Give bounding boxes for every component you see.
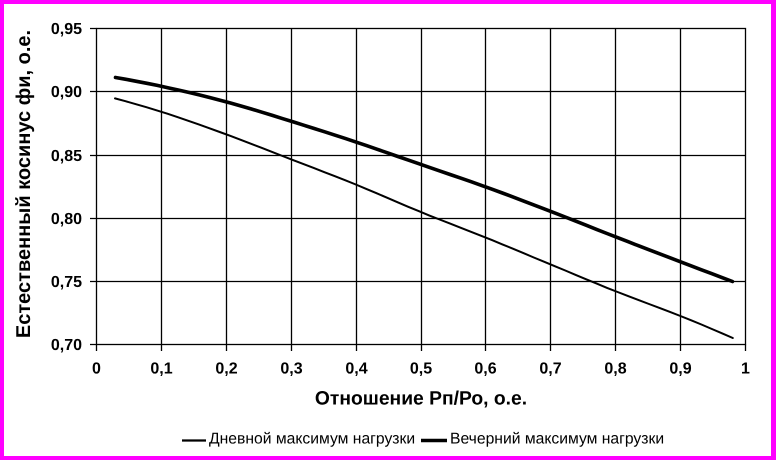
svg-text:0: 0 bbox=[92, 361, 101, 378]
svg-text:1: 1 bbox=[741, 361, 750, 378]
svg-text:0,7: 0,7 bbox=[539, 361, 561, 378]
svg-text:Вечерний максимум нагрузки: Вечерний максимум нагрузки bbox=[450, 431, 664, 448]
svg-text:0,70: 0,70 bbox=[51, 337, 82, 354]
svg-text:Дневной максимум нагрузки: Дневной максимум нагрузки bbox=[209, 431, 415, 448]
svg-text:0,9: 0,9 bbox=[669, 361, 691, 378]
svg-text:0,2: 0,2 bbox=[215, 361, 237, 378]
svg-text:0,95: 0,95 bbox=[51, 21, 82, 38]
svg-text:0,6: 0,6 bbox=[474, 361, 496, 378]
svg-text:Естественный косинус фи, о.е.: Естественный косинус фи, о.е. bbox=[13, 30, 35, 338]
svg-text:0,5: 0,5 bbox=[410, 361, 432, 378]
svg-text:0,8: 0,8 bbox=[604, 361, 626, 378]
svg-text:Отношение Рп/Ро, о.е.: Отношение Рп/Ро, о.е. bbox=[315, 389, 527, 410]
svg-text:0,1: 0,1 bbox=[150, 361, 172, 378]
svg-text:0,80: 0,80 bbox=[51, 211, 82, 228]
svg-text:0,75: 0,75 bbox=[51, 274, 82, 291]
svg-text:0,3: 0,3 bbox=[280, 361, 302, 378]
svg-text:0,90: 0,90 bbox=[51, 84, 82, 101]
svg-text:0,85: 0,85 bbox=[51, 148, 82, 165]
svg-text:0,4: 0,4 bbox=[345, 361, 367, 378]
